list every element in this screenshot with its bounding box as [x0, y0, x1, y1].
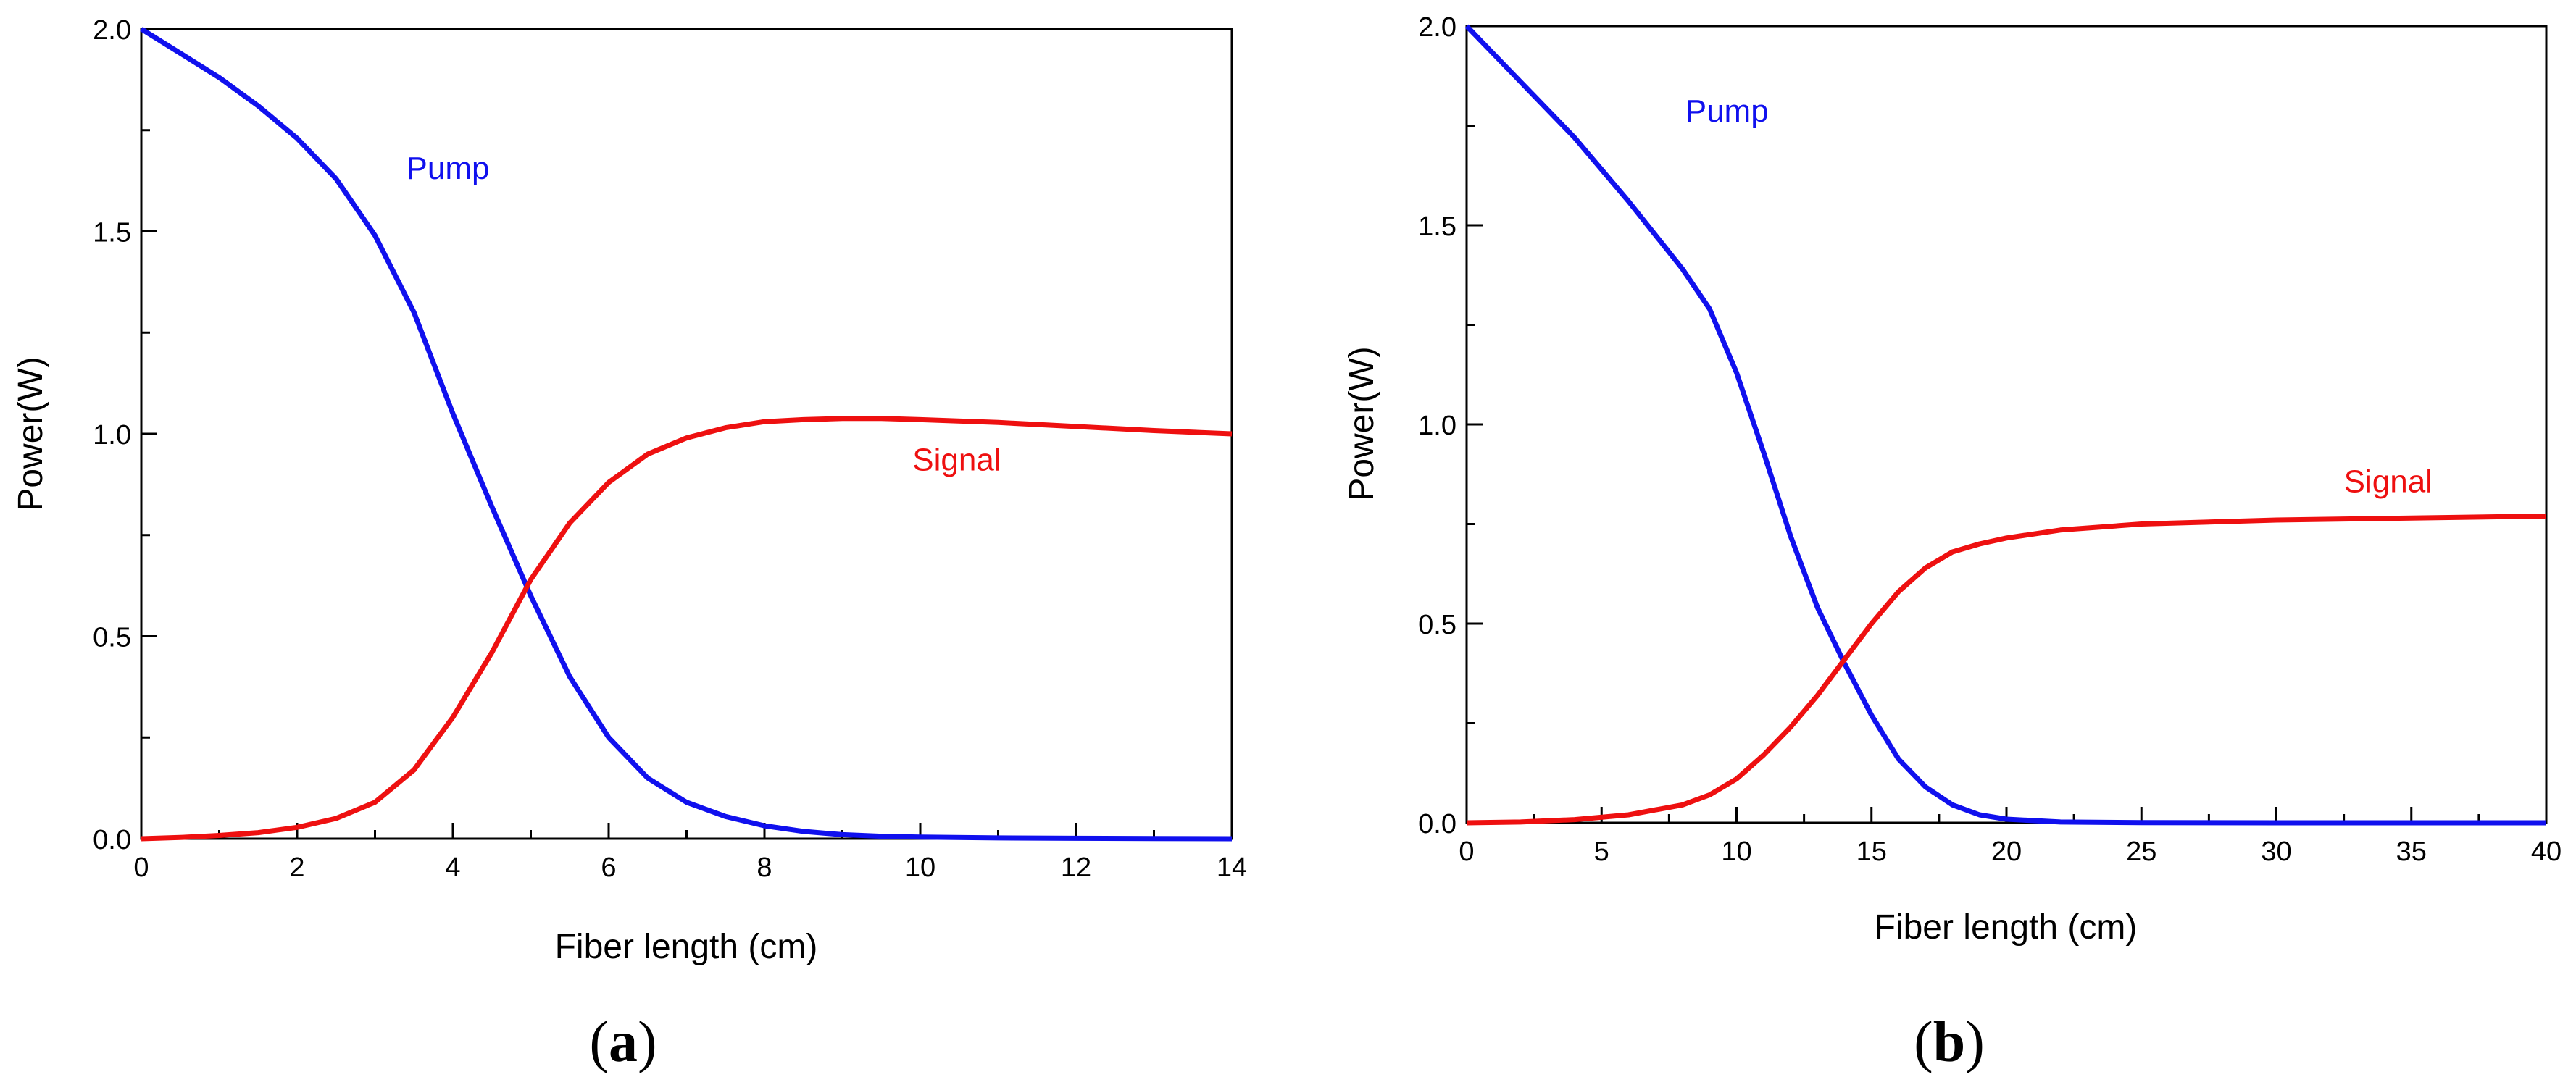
y-tick-label: 2.0 [93, 15, 131, 46]
panel-label-open: ( [589, 1010, 609, 1074]
y-tick-labels-b: 0.0 0.5 1.0 1.5 2.0 [1418, 12, 1456, 839]
x-tick-labels-b: 0 5 10 15 20 25 30 35 40 [1459, 837, 2562, 867]
chart-panel-b: 0 5 10 15 20 25 30 35 40 0.0 0.5 1.0 1.5… [1343, 12, 2562, 1074]
panel-label-letter: a [609, 1010, 638, 1074]
panel-label-b: (b) [1914, 1010, 1985, 1074]
y-tick-label: 0.0 [1418, 809, 1456, 839]
x-axis-title-a: Fiber length (cm) [555, 928, 818, 966]
x-tick-label: 20 [1991, 837, 2022, 867]
x-tick-label: 30 [2261, 837, 2291, 867]
y-tick-labels-a: 0.0 0.5 1.0 1.5 2.0 [93, 15, 131, 855]
x-tick-label: 40 [2531, 837, 2562, 867]
pump-series-label-b: Pump [1685, 93, 1769, 129]
pump-series-label-a: Pump [407, 151, 490, 186]
signal-line-b [1466, 514, 2547, 826]
panel-label-close: ) [638, 1010, 657, 1074]
signal-series-label-a: Signal [912, 442, 1001, 477]
x-tick-label: 8 [756, 852, 772, 883]
x-axis-title-b: Fiber length (cm) [1875, 908, 2138, 947]
y-tick-label: 1.0 [1418, 411, 1456, 441]
signal-line-a [141, 416, 1233, 842]
y-axis-title-a: Power(W) [12, 356, 50, 511]
x-tick-label: 5 [1594, 837, 1609, 867]
y-tick-label: 1.5 [1418, 211, 1456, 242]
x-tick-label: 4 [445, 852, 460, 883]
pump-line-b [1464, 24, 2546, 826]
x-tick-label: 6 [601, 852, 616, 883]
panel-label-a: (a) [589, 1010, 656, 1074]
x-tick-label: 10 [905, 852, 935, 883]
signal-series-label-b: Signal [2344, 464, 2433, 500]
x-tick-label: 2 [289, 852, 304, 883]
y-tick-label: 0.5 [93, 623, 131, 653]
panel-label-close: ) [1965, 1010, 1985, 1074]
tick-marks-a [140, 28, 1233, 840]
pump-line-a [140, 27, 1233, 842]
x-tick-label: 15 [1856, 837, 1887, 867]
y-tick-label: 2.0 [1418, 12, 1456, 43]
y-tick-label: 1.5 [93, 218, 131, 248]
y-tick-label: 0.5 [1418, 610, 1456, 640]
x-tick-label: 12 [1061, 852, 1091, 883]
y-tick-label: 0.0 [93, 825, 131, 855]
plot-frame-a [140, 28, 1233, 840]
tick-marks-b [1465, 25, 2548, 824]
panel-label-letter: b [1933, 1010, 1966, 1074]
x-tick-labels-a: 0 2 4 6 8 10 12 14 [133, 852, 1247, 883]
x-tick-label: 0 [133, 852, 149, 883]
x-tick-label: 0 [1459, 837, 1474, 867]
x-tick-label: 25 [2126, 837, 2156, 867]
plot-frame-b [1465, 25, 2548, 824]
x-tick-label: 35 [2396, 837, 2427, 867]
x-tick-label: 14 [1217, 852, 1247, 883]
panel-label-open: ( [1914, 1010, 1933, 1074]
x-tick-label: 10 [1721, 837, 1751, 867]
chart-panel-a: 0 2 4 6 8 10 12 14 0.0 0.5 1.0 1.5 2.0 P… [12, 15, 1247, 1074]
y-tick-label: 1.0 [93, 420, 131, 451]
y-axis-title-b: Power(W) [1343, 346, 1381, 500]
